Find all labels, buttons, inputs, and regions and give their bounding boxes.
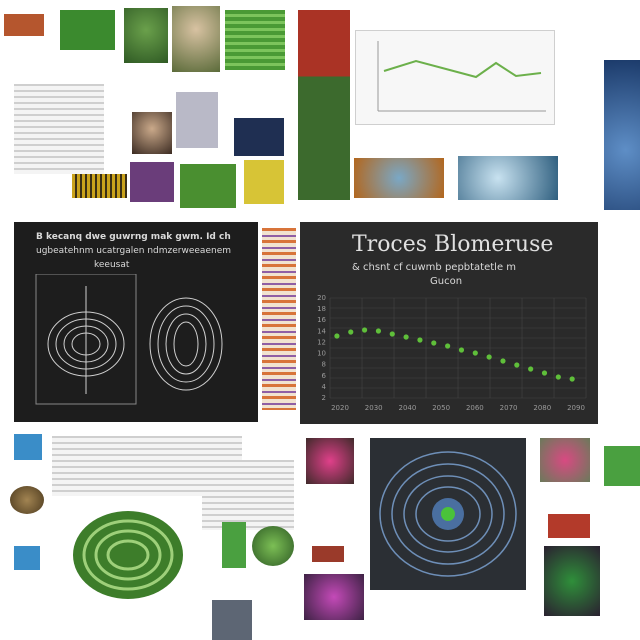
thumb-yellow-bars [72, 174, 127, 198]
thumb-yellow-card [244, 160, 284, 204]
top-line-chart-svg [377, 41, 546, 112]
y-tick-label: 4 [322, 383, 327, 391]
thumb-line-chart [355, 30, 555, 125]
left-dark-panel: B kecanq dwe guwrng mak gwm. Id ch ugbea… [14, 222, 258, 422]
illustration-left-shell [47, 286, 125, 394]
chart-subtitle-2: Gucon [430, 276, 463, 287]
thumb-navy-book [234, 118, 284, 156]
illustration-right-shell [149, 297, 223, 391]
thumb-red-doc [548, 514, 590, 538]
data-point [555, 374, 561, 380]
x-tick-label: 2080 [533, 404, 551, 412]
data-point [528, 366, 534, 372]
data-point [514, 362, 520, 368]
center-eye-illustration [370, 438, 526, 590]
data-point [541, 370, 548, 376]
thumb-green-sheet [60, 10, 115, 50]
data-point [472, 350, 478, 356]
data-point [417, 337, 423, 343]
thumb-green-screen [180, 164, 236, 208]
center-chart-panel: Troces Blomeruse & chsnt cf cuwmb pepbta… [300, 222, 598, 424]
thumb-blue-device [14, 434, 42, 460]
scatter-chart: 20 18 16 14 12 10 8 6 4 2 2020 2030 2040 2050 2060 2070… [317, 294, 587, 412]
y-tick-label: 14 [317, 327, 326, 335]
left-panel-illustrations [35, 274, 223, 405]
data-point [389, 331, 395, 337]
x-tick-label: 2050 [432, 404, 450, 412]
x-tick-label: 2070 [500, 404, 518, 412]
thumb-stone [212, 600, 252, 640]
data-point [375, 328, 382, 334]
thumb-green-bottles [222, 522, 246, 568]
y-tick-label: 12 [317, 338, 326, 346]
y-tick-label: 20 [317, 294, 326, 302]
thumb-purple-card [130, 162, 174, 202]
thumb-green-round [252, 526, 294, 566]
thumb-blue-device-2 [14, 546, 40, 570]
illustration-frame [35, 274, 137, 405]
data-point [431, 340, 437, 346]
thumb-gray-fig [176, 92, 218, 148]
thumb-red-label [4, 14, 44, 36]
eye-svg [379, 451, 517, 577]
chart-title: Troces Blomeruse [352, 232, 554, 257]
thumb-red-plant [298, 10, 350, 200]
thumb-green-table [225, 10, 285, 70]
thumb-orange-photo [354, 158, 444, 198]
thumb-edge-blue [604, 60, 640, 210]
data-point [458, 347, 465, 353]
data-point [500, 358, 506, 364]
data-point [569, 376, 575, 382]
data-point [486, 354, 492, 360]
x-tick-label: 2090 [567, 404, 585, 412]
chart-subtitle: & chsnt cf cuwmb pepbtatetle m [352, 262, 517, 273]
left-panel-subheading: ugbeatehnm ucatrgalen ndmzerweeaenem [36, 246, 231, 256]
y-tick-label: 16 [317, 316, 326, 324]
left-panel-subheading-2: keeusat [94, 260, 130, 270]
y-tick-label: 6 [322, 372, 327, 380]
y-tick-label: 8 [322, 361, 326, 369]
thumb-doc-left [14, 84, 104, 174]
thumb-edge-green [604, 446, 640, 486]
thumb-brown-pod [10, 486, 44, 514]
thumb-person-photo [172, 6, 220, 72]
thumb-doc-mid [202, 460, 294, 530]
thumb-red-tag [312, 546, 344, 562]
x-tick-label: 2040 [399, 404, 417, 412]
y-tick-label: 2 [322, 394, 326, 402]
x-tick-label: 2020 [331, 404, 349, 412]
data-point [361, 327, 368, 333]
data-point [445, 343, 451, 349]
left-panel-heading: B kecanq dwe guwrng mak gwm. Id ch [36, 232, 231, 242]
thumb-dark-flower [544, 546, 600, 616]
x-tick-label: 2030 [365, 404, 383, 412]
data-point [348, 329, 354, 335]
thumb-colored-list [262, 228, 296, 410]
thumb-plant-photo [124, 8, 168, 63]
thumb-flower-photo [306, 438, 354, 484]
y-tick-label: 10 [317, 350, 326, 358]
data-point [403, 334, 409, 340]
thumb-blue-photo [458, 156, 558, 200]
thumb-green-coil [58, 500, 198, 610]
green-coil-illustration [73, 511, 183, 599]
thumb-face-photo [132, 112, 172, 154]
data-point [334, 333, 340, 339]
top-chart-line [383, 59, 542, 79]
x-tick-label: 2060 [466, 404, 484, 412]
thumb-purple-flower [304, 574, 364, 620]
y-tick-label: 18 [317, 305, 326, 313]
thumb-pink-photo [540, 438, 590, 482]
